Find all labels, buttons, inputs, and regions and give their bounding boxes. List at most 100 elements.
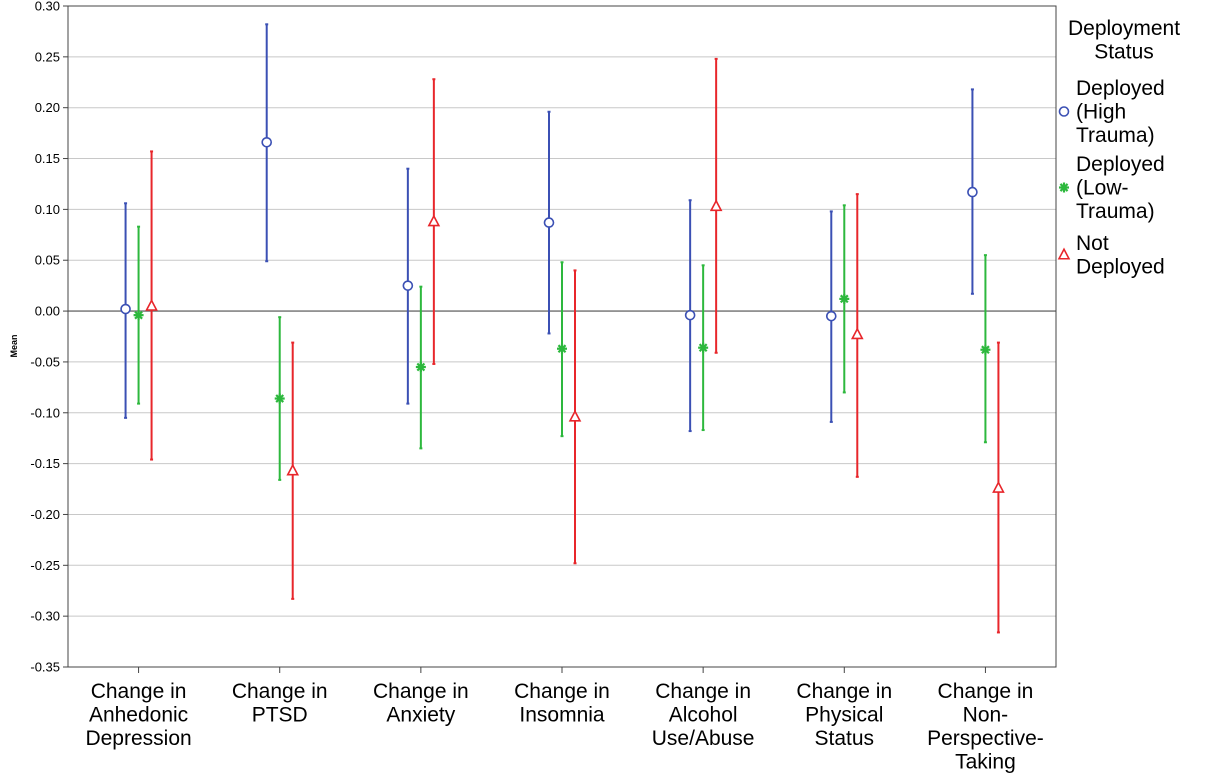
error-bar-point bbox=[698, 264, 709, 432]
x-tick-label: Anhedonic bbox=[89, 704, 188, 727]
error-bar-point bbox=[402, 167, 414, 405]
triangle-marker bbox=[1057, 247, 1071, 260]
x-tick-label: Insomnia bbox=[519, 704, 605, 727]
error-bar-point bbox=[145, 150, 158, 461]
circle-marker bbox=[967, 186, 978, 198]
asterisk-stroke bbox=[134, 310, 143, 320]
circle-marker bbox=[120, 303, 131, 315]
legend: DeploymentStatusDeployed(HighTrauma)Depl… bbox=[1057, 17, 1180, 279]
y-tick-label: -0.20 bbox=[30, 507, 60, 522]
series-group bbox=[120, 23, 1005, 634]
triangle-marker bbox=[568, 409, 582, 422]
x-tick-label: Change in bbox=[938, 680, 1034, 703]
y-tick-label: -0.10 bbox=[30, 405, 60, 420]
legend-title: Status bbox=[1094, 41, 1154, 64]
error-bar-point bbox=[709, 57, 723, 354]
error-bar-point bbox=[839, 204, 850, 394]
x-tick-label: Depression bbox=[85, 727, 191, 750]
y-tick-label: -0.25 bbox=[30, 558, 60, 573]
asterisk-marker bbox=[274, 393, 285, 404]
asterisk-stroke bbox=[275, 394, 285, 403]
triangle-marker bbox=[850, 327, 864, 340]
y-tick-label: 0.30 bbox=[35, 0, 60, 14]
series-asterisk bbox=[133, 204, 991, 481]
circle-marker bbox=[402, 280, 414, 291]
error-bar-point bbox=[120, 202, 131, 419]
x-tick-label: Physical bbox=[805, 704, 883, 727]
triangle-marker bbox=[992, 480, 1005, 493]
legend-entry-label: Not bbox=[1076, 232, 1109, 255]
legend-entry-label: Deployed bbox=[1076, 256, 1165, 279]
x-tick-label: Change in bbox=[91, 680, 187, 703]
asterisk-stroke bbox=[557, 344, 567, 354]
legend-entry-label: Trauma) bbox=[1076, 200, 1155, 223]
series-circle bbox=[120, 23, 978, 433]
legend-entry-label: (Low- bbox=[1076, 177, 1129, 200]
asterisk-stroke bbox=[839, 294, 849, 304]
asterisk-stroke bbox=[698, 343, 708, 352]
x-tick-label: PTSD bbox=[252, 704, 308, 727]
asterisk-stroke bbox=[981, 345, 990, 355]
asterisk-marker bbox=[980, 344, 991, 355]
error-bar-point bbox=[261, 23, 273, 263]
error-bar-point bbox=[543, 110, 555, 335]
legend-entry-label: Deployed bbox=[1076, 153, 1165, 176]
error-bar-point bbox=[992, 341, 1005, 634]
x-tick-label: Use/Abuse bbox=[652, 727, 755, 750]
error-bar-point bbox=[568, 269, 582, 565]
x-tick-label: Non- bbox=[963, 704, 1009, 727]
error-bar-point bbox=[557, 261, 567, 438]
error-bar-point bbox=[286, 341, 300, 600]
asterisk-marker bbox=[415, 362, 426, 373]
y-tick-label: 0.10 bbox=[35, 202, 60, 217]
x-tick-label: Perspective- bbox=[927, 727, 1044, 750]
asterisk-marker bbox=[698, 342, 709, 353]
legend-entry-label: Trauma) bbox=[1076, 124, 1155, 147]
y-tick-label: 0.00 bbox=[35, 304, 60, 319]
error-bar-point bbox=[825, 210, 837, 423]
error-bar-point bbox=[415, 285, 426, 450]
legend-title: Deployment bbox=[1068, 17, 1180, 40]
y-tick-label: -0.30 bbox=[30, 609, 60, 624]
error-bar-point bbox=[427, 78, 441, 365]
y-tick-label: 0.05 bbox=[35, 253, 60, 268]
error-bar-point bbox=[274, 316, 285, 481]
y-axis-label: Mean bbox=[9, 334, 19, 357]
circle-marker bbox=[261, 136, 273, 148]
x-tick-label: Change in bbox=[232, 680, 328, 703]
y-tick-label: -0.35 bbox=[30, 660, 60, 675]
error-bar-point bbox=[684, 199, 696, 433]
x-tick-label: Taking bbox=[955, 751, 1016, 774]
asterisk-marker bbox=[1059, 182, 1069, 193]
circle-marker bbox=[684, 309, 696, 321]
x-tick-label: Change in bbox=[373, 680, 469, 703]
asterisk-marker bbox=[133, 310, 144, 321]
y-tick-label: 0.15 bbox=[35, 151, 60, 166]
x-tick-label: Change in bbox=[796, 680, 892, 703]
y-axis-ticks: 0.30 0.25 0.20 0.15 0.10 0.05 0.00 -0.05 -0.10 -0… bbox=[30, 0, 68, 675]
triangle-marker bbox=[427, 214, 441, 227]
triangle-marker bbox=[286, 463, 300, 476]
error-bar-point bbox=[133, 225, 144, 405]
y-tick-label: -0.05 bbox=[30, 354, 60, 369]
asterisk-stroke bbox=[1059, 183, 1069, 192]
asterisk-marker bbox=[557, 343, 567, 354]
x-tick-label: Change in bbox=[655, 680, 751, 703]
circle-marker bbox=[1058, 106, 1070, 117]
y-tick-label: 0.20 bbox=[35, 100, 60, 115]
triangle-marker bbox=[709, 199, 723, 212]
x-tick-label: Change in bbox=[514, 680, 610, 703]
legend-entry: Deployed(Low-Trauma) bbox=[1059, 153, 1165, 223]
error-bar-point bbox=[967, 88, 978, 295]
triangle-marker bbox=[145, 298, 158, 311]
x-tick-label: Status bbox=[815, 727, 875, 750]
circle-marker bbox=[543, 217, 555, 228]
circle-marker bbox=[825, 310, 837, 322]
x-tick-label: Anxiety bbox=[386, 704, 455, 727]
asterisk-marker bbox=[839, 293, 850, 304]
y-tick-label: -0.15 bbox=[30, 456, 60, 471]
